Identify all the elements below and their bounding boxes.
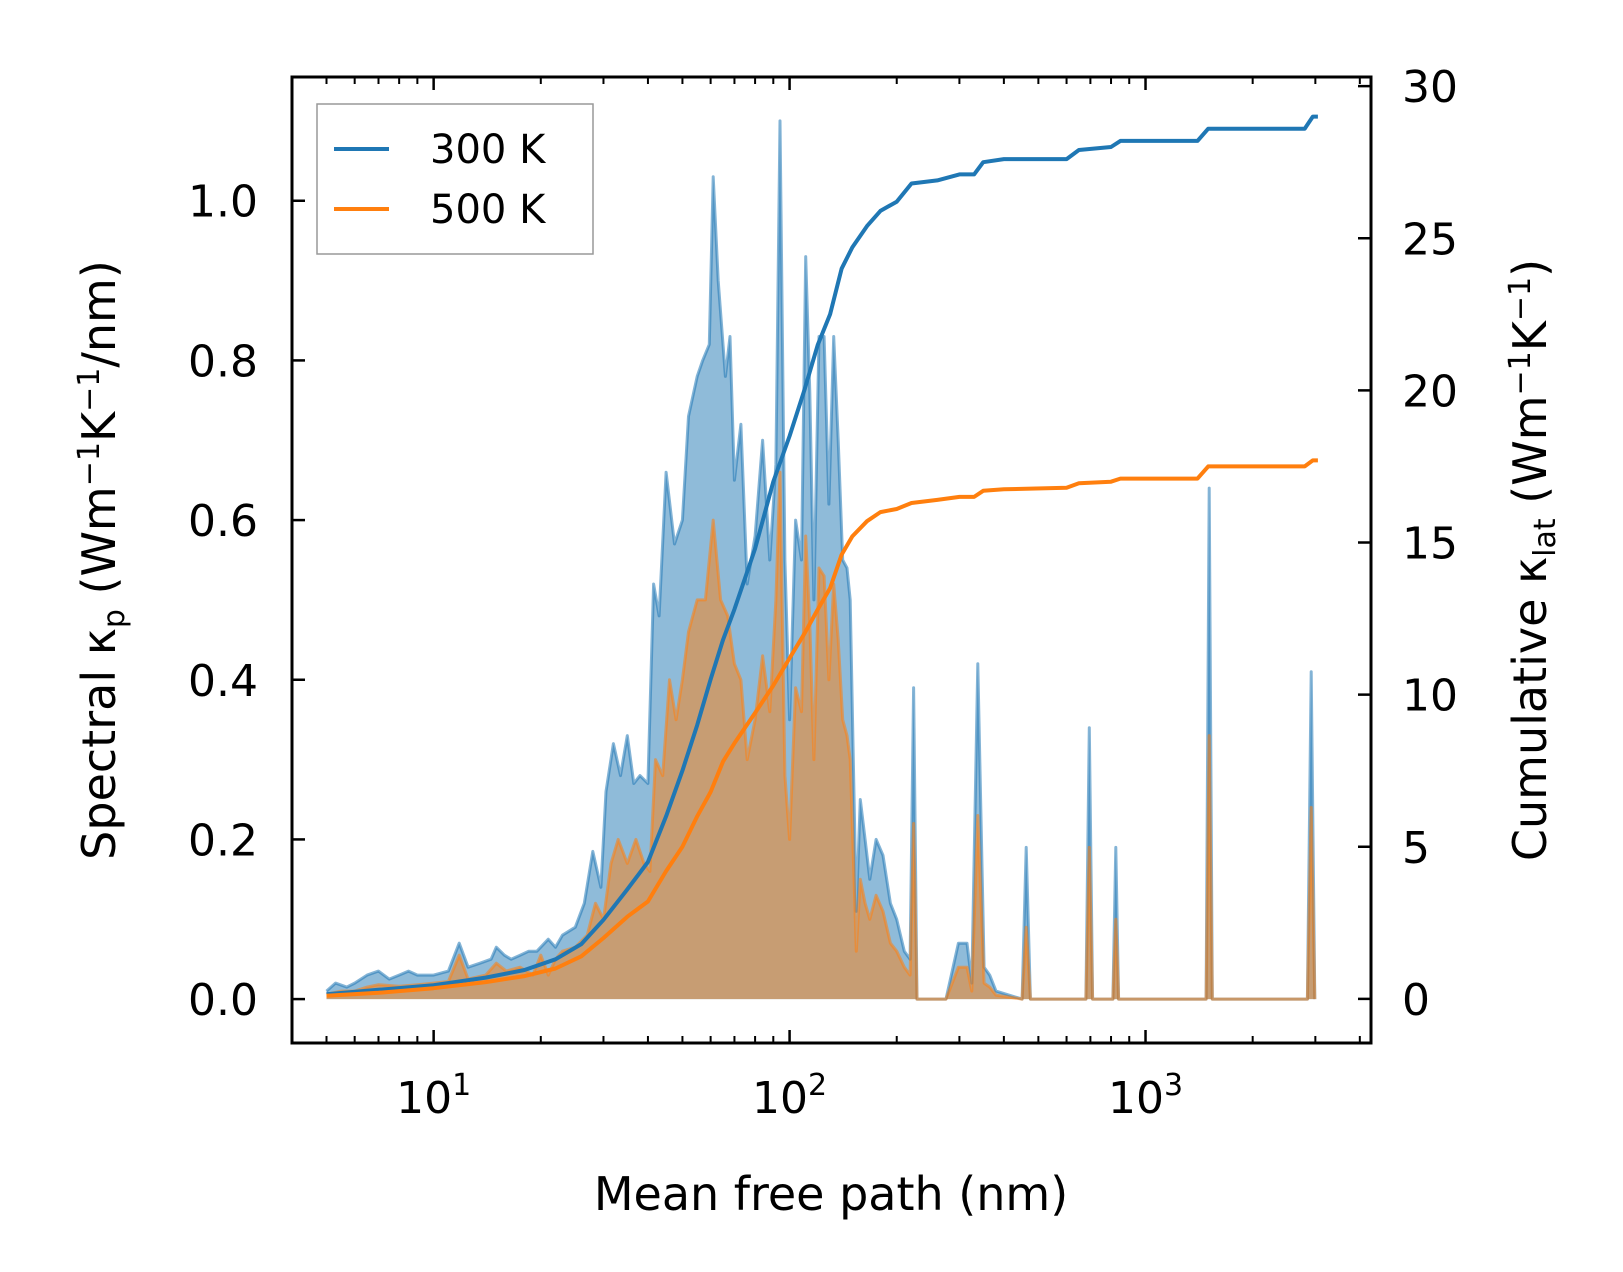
legend-box (316, 103, 594, 255)
y-right-label-sub: lat (1528, 518, 1563, 557)
x-tick-base: 10 (752, 1073, 808, 1124)
y-left-tick-label: 0.2 (188, 815, 258, 866)
y-left-tick-label: 0.8 (188, 336, 258, 387)
x-tick-base: 10 (396, 1073, 452, 1124)
x-axis-label: Mean free path (nm) (594, 1167, 1068, 1221)
y-right-tick-label: 5 (1402, 823, 1430, 874)
y-left-tick-label: 0.4 (188, 656, 258, 707)
y-right-tick-label: 0 (1402, 975, 1430, 1026)
y-left-label-sub: p (97, 609, 132, 628)
y-right-label-end: ) (1503, 259, 1557, 277)
y-right-tick-label: 20 (1402, 366, 1458, 417)
y-right-tick-label: 10 (1402, 671, 1458, 722)
y-left-label-post: (Wm (72, 486, 126, 609)
y-left-label-mid: K (72, 410, 126, 442)
y-left-tick-label: 0.0 (188, 975, 258, 1026)
x-tick-exponent: 3 (1164, 1068, 1183, 1103)
x-tick-base: 10 (1108, 1073, 1164, 1124)
plot-area (325, 114, 1318, 1001)
cumulative-line-300k (326, 114, 1318, 997)
x-tick-label: 101 (396, 1068, 471, 1124)
y-left-tick-label: 1.0 (188, 177, 258, 228)
y-right-tick-label: 30 (1402, 62, 1458, 113)
y-left-tick-label: 0.6 (188, 496, 258, 547)
x-tick-exponent: 1 (452, 1068, 471, 1103)
spectral-area-500k (326, 472, 1315, 1000)
y-right-label-sup1: −1 (1503, 351, 1538, 395)
legend-label-500k: 500 K (430, 187, 547, 233)
y-right-label-post: (Wm (1503, 395, 1557, 518)
spectral-outline-300k (325, 119, 1317, 1001)
x-tick-label: 103 (1108, 1068, 1183, 1124)
legend-label-300k: 300 K (430, 127, 547, 173)
y-axis-label-right: Cumulative κlat (Wm−1K−1) (1503, 259, 1563, 861)
x-tick-exponent: 2 (808, 1068, 827, 1103)
legend: 300 K 500 K (316, 103, 594, 255)
y-left-label-pre: Spectral κ (72, 628, 126, 860)
y-right-label-mid: K (1503, 319, 1557, 351)
y-right-label-pre: Cumulative κ (1503, 557, 1557, 861)
y-left-label-sup1: −1 (72, 442, 107, 486)
x-tick-label: 102 (752, 1068, 827, 1124)
y-left-label-end: /nm) (72, 260, 126, 367)
y-left-label-sup2: −1 (72, 368, 107, 412)
y-right-tick-label: 15 (1402, 519, 1458, 570)
y-right-label-sup2: −1 (1503, 277, 1538, 321)
cumulative-line-500k (326, 458, 1318, 998)
y-axis-label-left: Spectral κp (Wm−1K−1/nm) (72, 260, 132, 860)
plot-frame (290, 75, 1373, 1045)
spectral-area-300k (326, 120, 1315, 1000)
y-right-tick-label: 25 (1402, 214, 1458, 265)
